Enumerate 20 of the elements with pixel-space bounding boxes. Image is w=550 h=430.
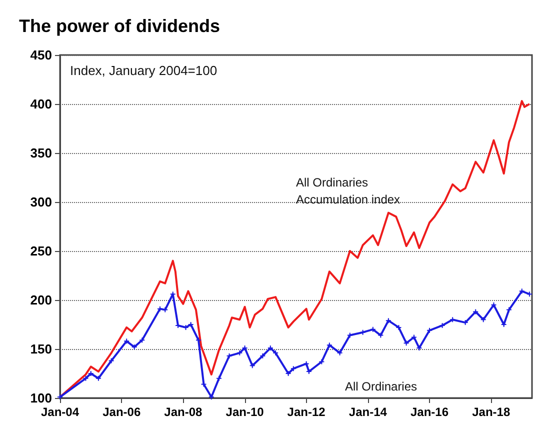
x-tick-label: Jan-10 — [226, 405, 264, 419]
y-tick-label: 450 — [30, 48, 52, 62]
annotation: All Ordinaries — [345, 380, 418, 394]
x-tick-label: Jan-08 — [164, 405, 202, 419]
x-tick-label: Jan-06 — [102, 405, 141, 419]
y-tick-label: 100 — [30, 390, 52, 406]
y-axis-title: Index, January 2004=100 — [70, 63, 218, 78]
x-tick-label: Jan-16 — [410, 405, 449, 419]
y-tick-label: 400 — [30, 96, 52, 112]
x-tick-label: Jan-04 — [40, 405, 80, 419]
annotation: All Ordinaries Accumulation index — [296, 176, 400, 206]
y-tick-label: 300 — [30, 194, 52, 210]
y-tick-label: 150 — [30, 342, 52, 356]
y-tick-label: 250 — [30, 244, 52, 258]
x-tick-label: Jan-12 — [287, 405, 326, 419]
chart-title: The power of dividends — [19, 16, 220, 36]
y-tick-label: 350 — [30, 146, 52, 160]
x-tick-label: Jan-18 — [472, 405, 510, 419]
x-tick-label: Jan-14 — [348, 405, 388, 419]
y-tick-label: 200 — [30, 292, 52, 308]
